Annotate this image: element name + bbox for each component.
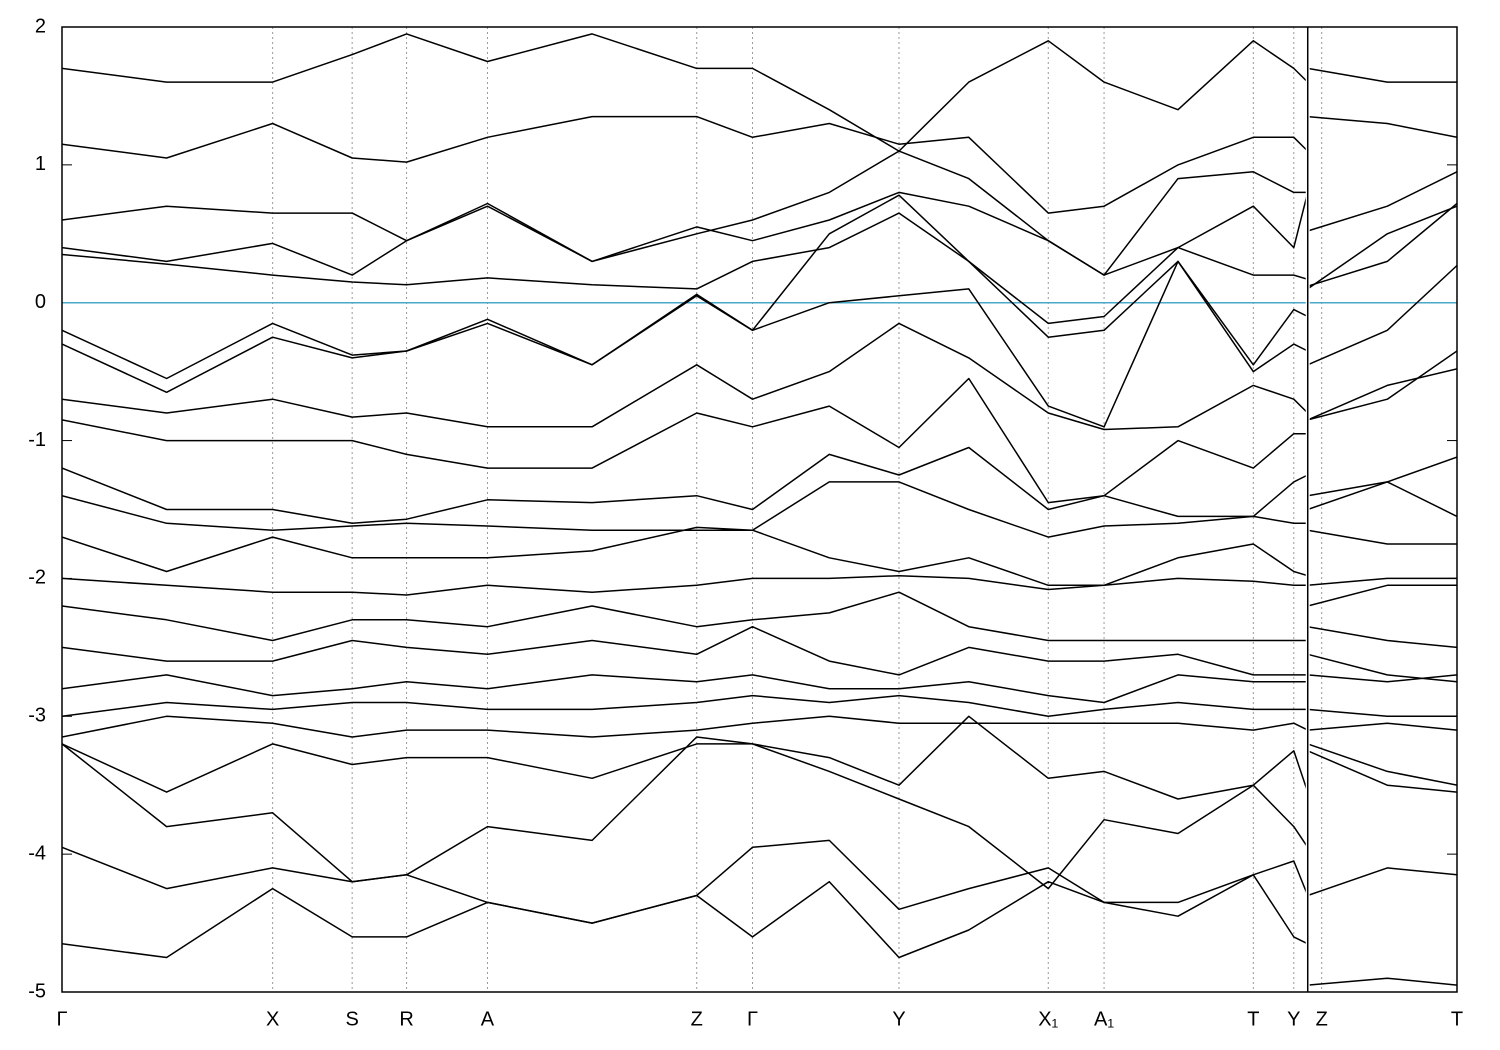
x-tick-label: X₁	[1038, 1008, 1058, 1030]
band-line	[62, 574, 1457, 607]
x-tick-label: Z	[1316, 1008, 1328, 1030]
band-line	[62, 625, 1457, 683]
x-tick-label: Γ	[747, 1008, 758, 1030]
x-tick-label: R	[399, 1008, 413, 1030]
band-line	[62, 33, 1457, 152]
band-line	[62, 839, 1457, 924]
x-tick-label: Y	[1287, 1008, 1300, 1030]
x-tick-label: A	[481, 1008, 495, 1030]
band-line	[62, 674, 1457, 704]
band-line	[62, 694, 1457, 718]
band-line	[62, 591, 1457, 649]
x-tick-label: S	[345, 1008, 358, 1030]
y-tick-label: 0	[35, 291, 46, 313]
x-tick-label: T	[1451, 1008, 1463, 1030]
y-tick-label: -3	[28, 705, 46, 727]
y-tick-label: -4	[28, 842, 46, 864]
band-line	[62, 736, 1457, 890]
y-tick-label: -5	[28, 980, 46, 1002]
band-line	[62, 715, 1457, 738]
plot-frame	[61, 26, 1458, 993]
band-line	[62, 481, 1457, 545]
band-line	[62, 874, 1457, 986]
band-line	[62, 115, 1457, 214]
x-tick-label: Y	[892, 1008, 905, 1030]
y-tick-label: 1	[35, 153, 46, 175]
band-line	[62, 446, 1457, 525]
band-line	[62, 202, 1457, 325]
y-tick-label: -1	[28, 429, 46, 451]
band-line	[62, 715, 1457, 800]
x-tick-label: T	[1247, 1008, 1259, 1030]
x-tick-label: A₁	[1094, 1008, 1114, 1030]
x-tick-label: Z	[691, 1008, 703, 1030]
x-tick-label: X	[266, 1008, 279, 1030]
band-line	[62, 526, 1457, 587]
band-line	[62, 322, 1457, 431]
band-line	[62, 150, 1457, 276]
y-tick-label: -2	[28, 567, 46, 589]
x-tick-label: Γ	[56, 1008, 67, 1030]
band-line	[62, 191, 1457, 290]
band-line	[62, 260, 1457, 428]
y-tick-label: 2	[35, 15, 46, 37]
